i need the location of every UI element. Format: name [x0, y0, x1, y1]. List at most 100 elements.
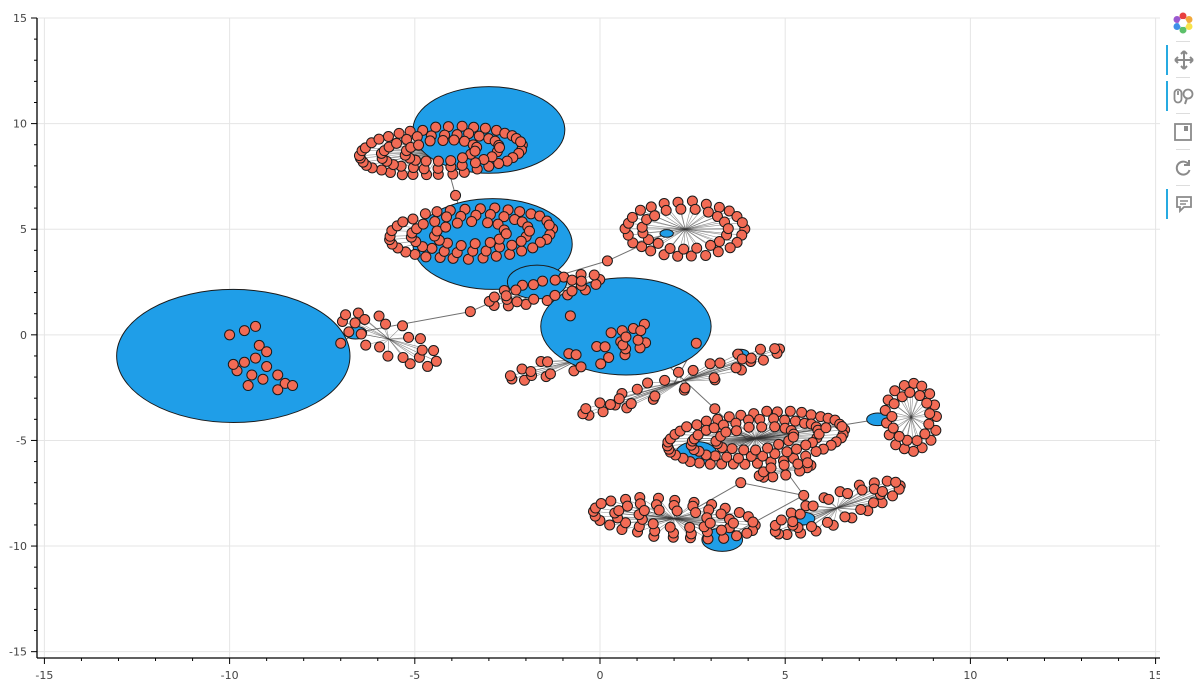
graph-node: [493, 158, 505, 170]
graph-node: [397, 216, 409, 228]
graph-node: [886, 410, 898, 422]
graph-node: [887, 422, 899, 434]
graph-edge: [355, 311, 471, 334]
graph-node: [420, 251, 432, 263]
cluster-edge: [685, 228, 742, 236]
graph-node: [374, 341, 386, 353]
graph-node: [731, 530, 743, 542]
cluster-edge: [642, 226, 686, 230]
graph-node: [382, 350, 394, 362]
graph-node: [534, 236, 546, 248]
graph-node: [404, 358, 416, 370]
bridge-node: [820, 422, 832, 434]
graph-node: [514, 206, 526, 218]
graph-node: [792, 458, 804, 470]
cluster-edge: [755, 438, 789, 442]
wheel-zoom-tool[interactable]: [1166, 81, 1200, 111]
graph-node: [911, 435, 923, 447]
graph-node: [702, 206, 714, 218]
cluster-edge: [837, 502, 874, 509]
graph-node: [704, 517, 716, 529]
graph-node: [613, 505, 625, 517]
graph-node: [745, 352, 757, 364]
graph-node: [416, 344, 428, 356]
graph-node: [721, 451, 733, 463]
graph-node: [537, 275, 549, 287]
graph-node: [687, 364, 699, 376]
graph-node: [704, 358, 716, 370]
graph-node: [466, 216, 478, 228]
cluster-edge: [685, 216, 718, 230]
graph-node: [246, 369, 258, 381]
hover-tool[interactable]: [1166, 189, 1200, 219]
graph-node: [780, 469, 792, 481]
graph-node: [626, 211, 638, 223]
graph-node: [469, 238, 481, 250]
graph-node: [490, 250, 502, 262]
graph-node: [842, 488, 854, 500]
graph-node: [498, 211, 510, 223]
graph-node: [802, 457, 814, 469]
graph-node: [730, 425, 742, 437]
y-tick-label: -15: [9, 646, 27, 659]
save-tool-icon: [1174, 123, 1192, 141]
save-tool[interactable]: [1166, 117, 1200, 147]
graph-node: [605, 495, 617, 507]
cluster-edge: [651, 206, 686, 230]
graph-node: [469, 145, 481, 157]
graph-node: [414, 333, 426, 345]
graph-node: [544, 368, 556, 380]
graph-node: [620, 331, 632, 343]
graph-node: [689, 203, 701, 215]
cluster-edge: [755, 433, 794, 439]
graph-node: [709, 450, 721, 462]
hub-node: [540, 277, 712, 376]
y-tick-label: -10: [9, 540, 27, 553]
hub-node: [116, 288, 351, 423]
graph-node: [757, 354, 769, 366]
graph-node: [767, 471, 779, 483]
graph-node: [494, 142, 506, 154]
graph-node: [352, 307, 364, 319]
graph-node: [787, 516, 799, 528]
graph-node: [469, 157, 481, 169]
graph-node: [488, 291, 500, 303]
cluster-edge: [388, 338, 437, 362]
graph-node: [756, 421, 768, 433]
cluster-edge: [646, 219, 686, 230]
bokeh-logo[interactable]: [1166, 8, 1200, 38]
y-tick-label: -5: [16, 434, 27, 447]
cluster-edge: [684, 229, 706, 256]
graph-node: [775, 514, 787, 526]
graph-node: [713, 236, 725, 248]
pan-tool[interactable]: [1166, 45, 1200, 75]
graph-node: [224, 329, 236, 341]
network-plot[interactable]: -15 -10 -5 0 5 10 15 -15 -10 -5 0 5 10 15: [0, 0, 1160, 692]
bridge-node: [690, 337, 702, 349]
graph-node: [515, 235, 527, 247]
graph-node: [506, 239, 518, 251]
graph-node: [456, 152, 468, 164]
graph-node: [754, 343, 766, 355]
graph-node: [428, 345, 440, 357]
cluster-edge: [354, 322, 390, 340]
graph-node: [672, 366, 684, 378]
x-tick-label: -5: [409, 669, 420, 682]
reset-tool[interactable]: [1166, 153, 1200, 183]
graph-node: [787, 431, 799, 443]
graph-node: [500, 228, 512, 240]
graph-node: [250, 352, 262, 364]
graph-node: [479, 122, 491, 134]
graph-node: [821, 516, 833, 528]
graph-node: [613, 393, 625, 405]
graph-node: [549, 274, 561, 286]
graph-node: [879, 404, 891, 416]
graph-node: [250, 320, 262, 332]
cluster-edge: [388, 338, 420, 358]
graph-node: [714, 357, 726, 369]
graph-node: [765, 462, 777, 474]
cluster-edge: [619, 381, 682, 400]
bridge-node: [335, 337, 347, 349]
graph-node: [805, 409, 817, 421]
graph-node: [431, 206, 443, 218]
